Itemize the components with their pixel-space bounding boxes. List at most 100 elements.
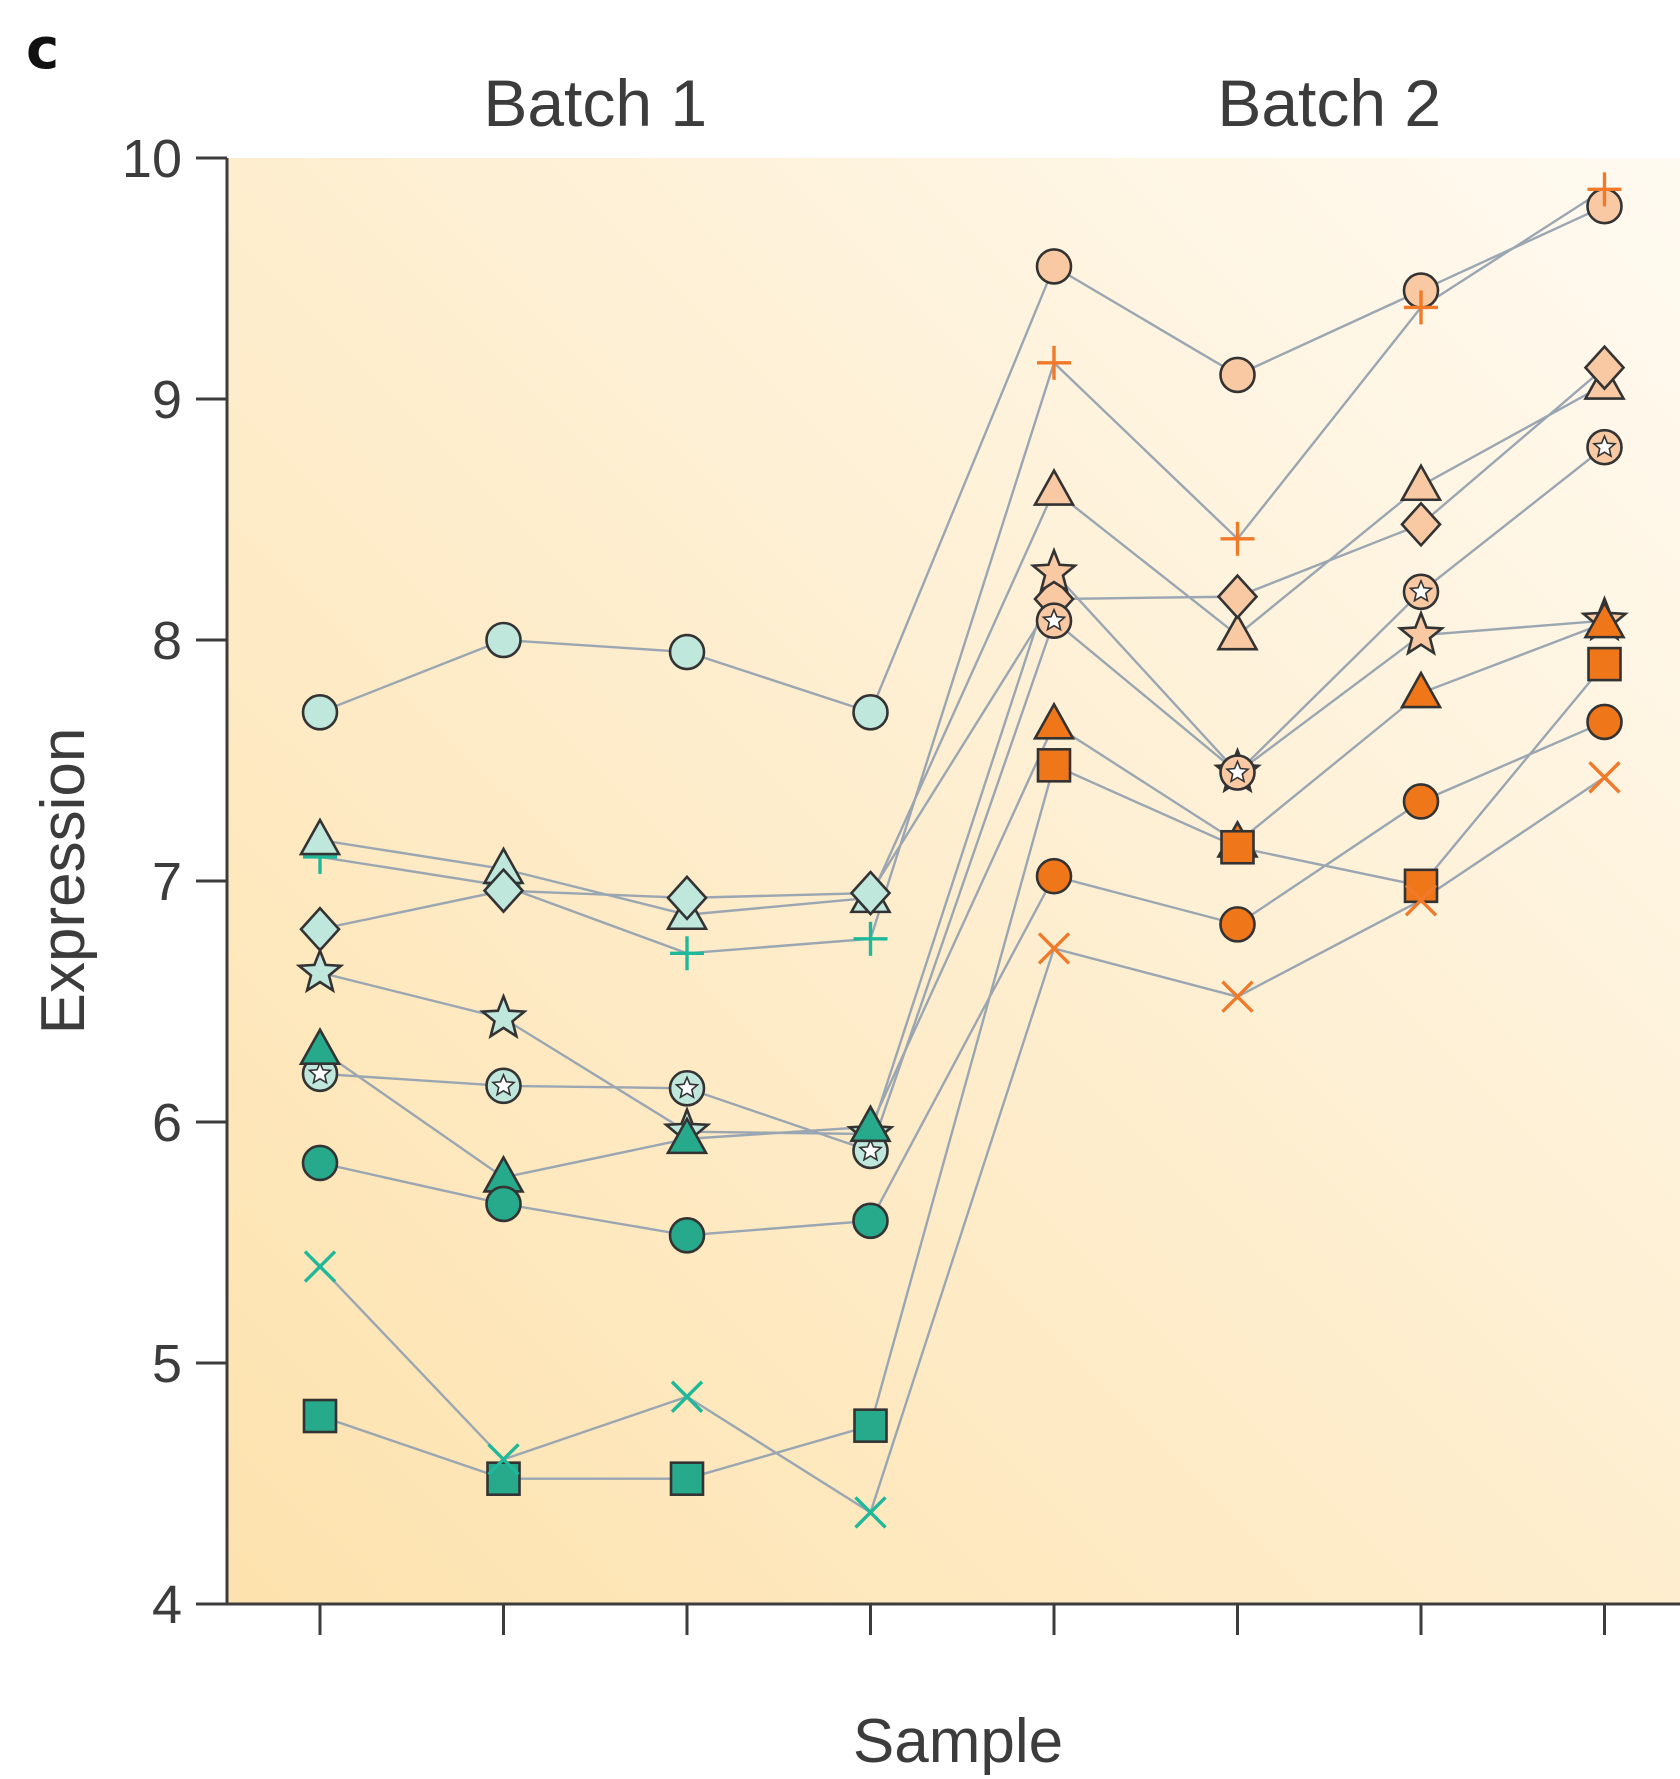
series-line: [319, 663, 1606, 1480]
flower-marker: [301, 1055, 339, 1093]
star-marker: [1396, 609, 1446, 656]
y-tick-label: 5: [152, 1334, 182, 1394]
series-lines: [319, 188, 1606, 1515]
star-marker: [479, 992, 528, 1040]
series-line: [319, 570, 1605, 1136]
square-marker: [1036, 748, 1072, 783]
triangle-marker: [1399, 463, 1443, 502]
series-markers: [295, 172, 1629, 1529]
diamond-marker: [1400, 501, 1442, 548]
batch-1-label: Batch 1: [483, 66, 707, 140]
axes: 4 5 6 7 8 9 10: [122, 129, 1680, 1635]
circle-marker: [852, 1202, 889, 1240]
square-marker: [853, 1408, 888, 1443]
square-marker: [302, 1398, 338, 1434]
x-marker: [1404, 884, 1438, 917]
y-tick-label: 8: [152, 611, 182, 671]
star-marker: [295, 947, 345, 994]
circle-marker: [1586, 703, 1623, 741]
series-line: [319, 205, 1606, 714]
triangle-marker: [298, 1027, 342, 1065]
series-line: [319, 188, 1606, 955]
y-tick-label: 9: [152, 370, 182, 430]
series-line: [319, 720, 1605, 1237]
circle-marker: [852, 693, 889, 731]
flower-marker: [668, 1069, 706, 1107]
series-line: [319, 446, 1606, 1153]
circle-marker: [301, 693, 339, 731]
x-marker-b: [1404, 884, 1438, 917]
x-marker-b: [670, 1380, 704, 1413]
triangle-marker: [1216, 612, 1259, 651]
star-marker: [1029, 546, 1079, 594]
diamond-marker: [666, 874, 708, 921]
flower-marker-center: [858, 1137, 883, 1162]
diamond-marker: [1583, 344, 1626, 391]
flower-marker: [485, 1067, 522, 1105]
triangle-marker: [849, 1104, 892, 1143]
circle-marker: [1219, 356, 1256, 394]
square-marker: [486, 1461, 521, 1496]
flower-marker: [1586, 428, 1623, 466]
flower-marker: [1219, 754, 1256, 791]
flower-marker-center: [1408, 578, 1434, 603]
y-tick-label: 10: [122, 129, 182, 189]
triangle-marker: [1032, 701, 1076, 740]
flower-marker-center: [674, 1075, 700, 1099]
circle-marker: [668, 1216, 706, 1254]
x-marker-b: [1588, 761, 1621, 794]
x-marker-b: [303, 1250, 337, 1283]
plus-marker: [670, 936, 704, 971]
triangle-marker: [1583, 600, 1626, 639]
circle-marker: [1035, 857, 1073, 895]
x-marker: [670, 1380, 704, 1413]
y-tick-label: 7: [152, 852, 182, 912]
triangle-marker: [298, 817, 342, 856]
diamond-marker: [849, 870, 892, 916]
flower-marker: [1402, 573, 1440, 611]
x-axis-title: Sample: [853, 1707, 1063, 1776]
x-marker: [487, 1443, 520, 1476]
x-marker-b: [1037, 932, 1071, 965]
x-marker: [1037, 932, 1071, 965]
circle-marker: [485, 621, 522, 659]
flower-marker: [1035, 602, 1073, 640]
x-marker: [1221, 980, 1254, 1013]
plus-marker: [1037, 345, 1071, 380]
x-marker: [303, 1250, 337, 1283]
plus-marker: [1587, 172, 1622, 207]
flower-marker-center: [1592, 434, 1617, 458]
triangle-marker: [1032, 467, 1076, 506]
circle-marker: [1402, 783, 1440, 820]
square-marker: [1587, 646, 1622, 682]
plus-marker: [853, 921, 888, 956]
triangle-marker: [665, 1116, 709, 1155]
x-marker: [1588, 761, 1621, 794]
series-line: [319, 622, 1605, 1179]
batch-2-label: Batch 2: [1217, 66, 1441, 140]
triangle-marker: [1399, 670, 1443, 709]
square-marker: [1220, 829, 1255, 865]
series-line: [319, 383, 1606, 916]
circle-marker: [1035, 248, 1073, 285]
circle-marker: [668, 633, 706, 671]
series-line: [319, 776, 1606, 1515]
y-tick-label: 6: [152, 1093, 182, 1153]
plus-marker: [1404, 290, 1438, 325]
series-line: [319, 366, 1606, 931]
x-marker-b: [1221, 980, 1254, 1013]
panel-label: c: [26, 17, 59, 82]
square-marker: [1403, 868, 1439, 904]
x-marker: [854, 1496, 887, 1529]
flower-marker-center: [307, 1060, 333, 1085]
y-axis-title: Expression: [29, 728, 98, 1035]
circle-marker: [485, 1185, 522, 1223]
circle-marker: [1219, 906, 1256, 943]
square-marker: [669, 1461, 705, 1496]
diamond-marker: [1216, 573, 1259, 620]
circle-marker: [301, 1144, 339, 1182]
flower-marker-center: [1225, 759, 1250, 784]
plus-marker: [1220, 521, 1255, 556]
x-marker-b: [854, 1496, 887, 1529]
